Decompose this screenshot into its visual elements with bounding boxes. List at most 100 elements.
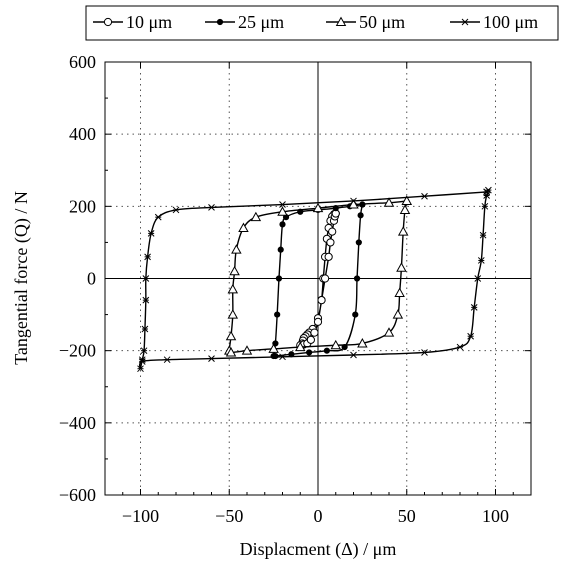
legend-marker [335, 16, 347, 27]
x-tick-label: −50 [215, 506, 243, 526]
data-point [401, 195, 412, 205]
data-point [328, 227, 337, 236]
data-point [272, 352, 279, 360]
data-point [313, 317, 323, 326]
legend-label: 25 μm [238, 12, 284, 32]
data-point [355, 239, 362, 246]
data-point [477, 257, 485, 264]
data-point [481, 202, 489, 210]
legend: 10 μm 25 μm 50 μm 100 μm [85, 5, 559, 41]
data-point [353, 275, 361, 282]
y-tick-label: −200 [59, 341, 96, 361]
data-point [383, 197, 395, 207]
x-tick-label: −100 [122, 506, 159, 526]
series-3 [137, 186, 492, 373]
legend-item: 100 μm [450, 12, 538, 32]
data-point [357, 338, 368, 348]
data-point [306, 349, 313, 356]
data-point [421, 192, 428, 200]
data-point [140, 347, 148, 355]
data-point [310, 328, 319, 337]
legend-item: 25 μm [205, 12, 284, 32]
data-point [279, 353, 286, 361]
data-point [396, 262, 407, 272]
data-point [483, 188, 490, 196]
data-point [324, 252, 333, 261]
x-tick-label: 100 [482, 506, 509, 526]
data-point [474, 275, 482, 282]
data-point [312, 202, 324, 213]
data-point [352, 311, 359, 318]
series-2 [224, 195, 412, 357]
legend-item: 50 μm [326, 12, 405, 32]
legend-label: 10 μm [126, 12, 172, 32]
y-tick-label: 600 [69, 52, 96, 72]
data-point [277, 206, 288, 216]
data-point [317, 296, 326, 305]
data-point [229, 265, 240, 276]
data-point [138, 358, 146, 365]
data-point [142, 296, 150, 304]
legend-marker [216, 18, 224, 26]
data-point [241, 345, 253, 355]
series-layer [137, 186, 492, 373]
data-point [268, 343, 279, 353]
data-point [163, 356, 171, 364]
data-point [392, 309, 404, 319]
data-point [323, 347, 330, 354]
data-point [279, 221, 286, 228]
data-point [357, 212, 364, 219]
data-point [350, 197, 357, 205]
data-point [274, 311, 281, 318]
data-point [275, 275, 283, 282]
data-point [456, 343, 464, 351]
data-point [383, 327, 395, 337]
data-point [467, 332, 475, 340]
data-point [295, 341, 306, 352]
grid [105, 62, 531, 495]
y-tick-label: 0 [87, 269, 96, 289]
data-point [238, 222, 249, 233]
data-point [154, 213, 162, 221]
legend-marker [103, 17, 113, 27]
y-tick-label: −400 [59, 413, 96, 433]
series-0 [296, 209, 340, 350]
data-point [137, 365, 144, 373]
x-axis-ticks: −100 −50 0 50 100 [122, 62, 514, 526]
data-point [350, 351, 357, 359]
legend-marker [461, 18, 469, 26]
data-point [321, 274, 330, 283]
legend-item: 10 μm [93, 12, 172, 32]
y-tick-label: −600 [59, 485, 96, 505]
data-point [330, 339, 341, 350]
data-point [227, 309, 239, 319]
data-point [399, 204, 411, 214]
data-point [227, 283, 239, 294]
data-point [225, 347, 237, 357]
data-point [306, 335, 315, 344]
y-tick-label: 200 [69, 196, 96, 216]
y-axis-label: Tangential force (Q) / N [11, 191, 32, 365]
data-point [397, 226, 409, 236]
data-point [277, 246, 284, 253]
data-point [144, 253, 151, 261]
zero-axes [105, 62, 531, 495]
data-point [421, 349, 428, 356]
data-point [225, 330, 237, 341]
data-point [142, 275, 150, 282]
legend-box [85, 5, 559, 41]
data-point [172, 206, 180, 214]
x-tick-label: 0 [314, 506, 323, 526]
legend-label: 50 μm [359, 12, 405, 32]
y-tick-label: 400 [69, 124, 96, 144]
data-point [231, 244, 242, 254]
legend-label: 100 μm [483, 12, 538, 32]
data-point [470, 304, 478, 311]
y-axis-ticks: −600 −400 −200 0 200 400 600 [59, 52, 531, 505]
data-point [208, 355, 215, 362]
data-point [141, 325, 149, 333]
data-point [279, 201, 286, 208]
data-point [250, 211, 262, 222]
data-point [394, 287, 405, 297]
